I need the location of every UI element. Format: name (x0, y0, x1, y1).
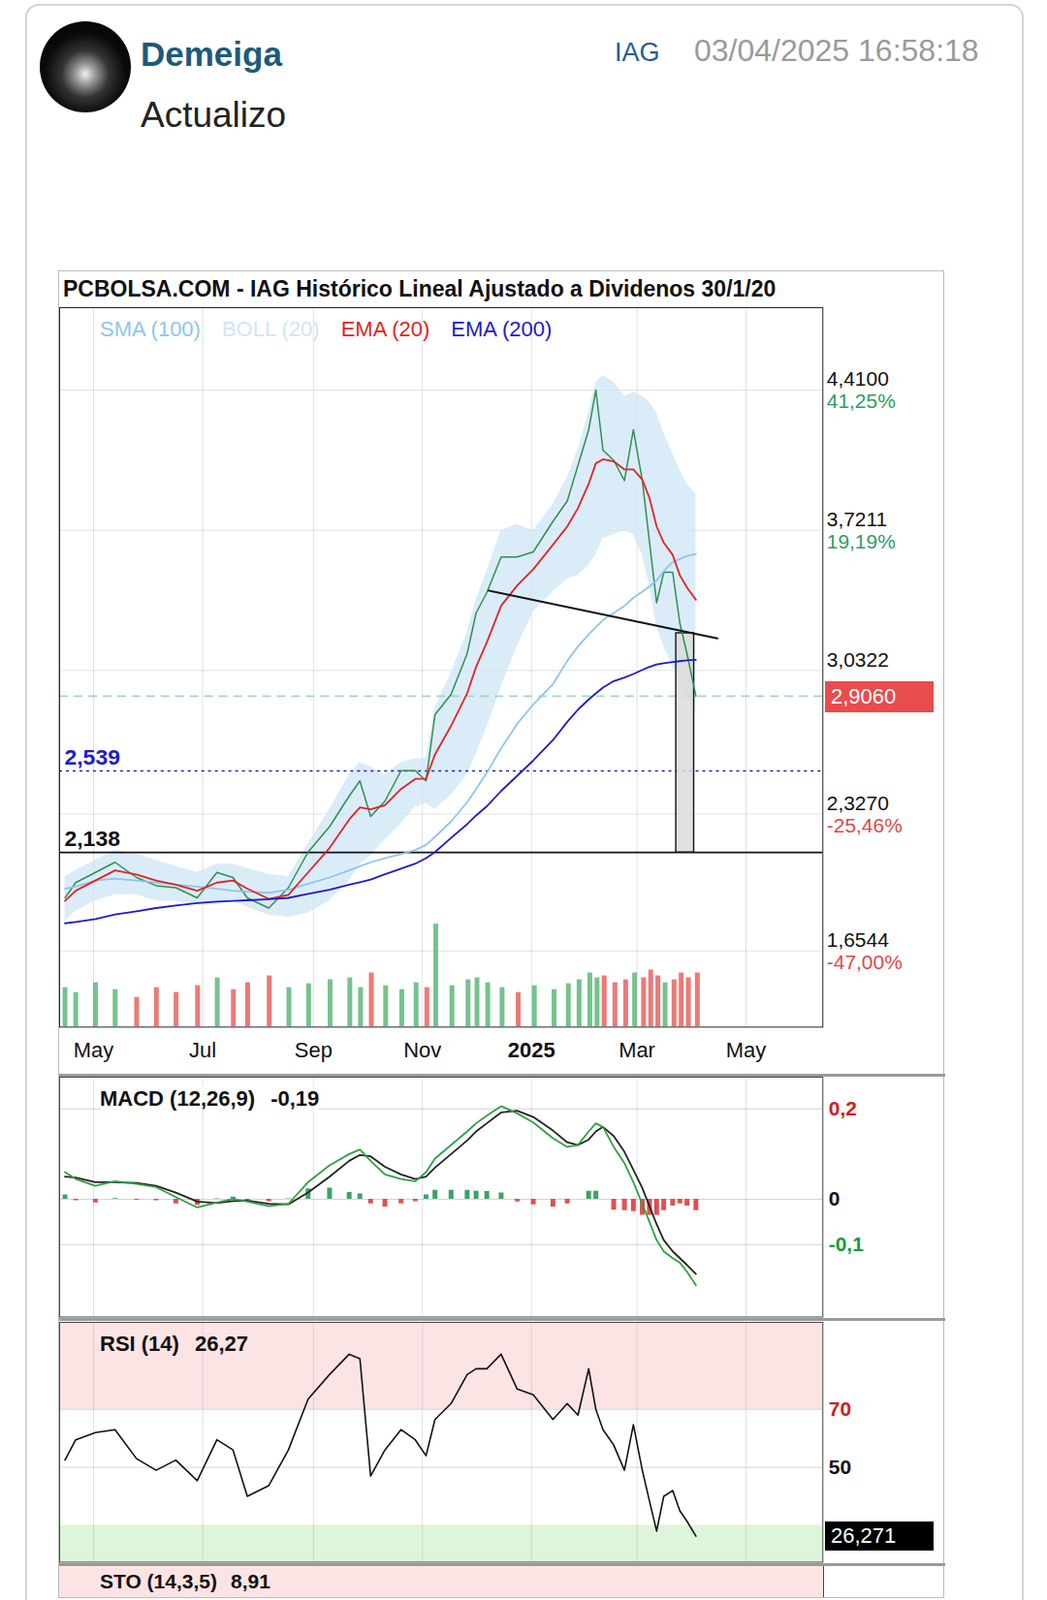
svg-text:Nov: Nov (403, 1038, 442, 1063)
html-text:8,91: 8,91 (230, 1570, 271, 1593)
svg-text:-0,1: -0,1 (828, 1233, 864, 1256)
html-text:-0,19: -0,19 (270, 1086, 320, 1111)
svg-text:50: 50 (828, 1456, 852, 1479)
svg-text:-25,46%: -25,46% (826, 814, 903, 837)
svg-text:41,25%: 41,25% (826, 389, 896, 413)
html-text:26,271: 26,271 (830, 1524, 897, 1549)
html-text:MACD (12,26,9): MACD (12,26,9) (99, 1086, 256, 1111)
html-text:03/04/2025 16:58:18: 03/04/2025 16:58:18 (694, 32, 979, 68)
html-text:IAG: IAG (614, 37, 660, 67)
svg-text:Jul: Jul (189, 1038, 217, 1063)
svg-text:Mar: Mar (618, 1038, 656, 1063)
html-text:EMA (20): EMA (20) (340, 317, 430, 342)
html-text:26,27: 26,27 (194, 1332, 249, 1357)
html-text:RSI (14): RSI (14) (99, 1332, 180, 1357)
svg-text:Sep: Sep (294, 1038, 333, 1063)
svg-text:70: 70 (828, 1397, 852, 1421)
html-text:Demeiga: Demeiga (140, 34, 283, 73)
html-text:2,9060: 2,9060 (830, 684, 897, 709)
svg-text:0: 0 (828, 1187, 841, 1210)
svg-text:4,4100: 4,4100 (826, 367, 889, 390)
svg-text:0,2: 0,2 (828, 1097, 857, 1120)
svg-text:2,539: 2,539 (63, 744, 120, 770)
svg-text:-47,00%: -47,00% (826, 951, 903, 974)
svg-text:3,7211: 3,7211 (826, 507, 889, 531)
svg-text:3,0322: 3,0322 (826, 648, 889, 671)
svg-text:2,138: 2,138 (63, 825, 121, 852)
html-text:STO (14,3,5): STO (14,3,5) (99, 1570, 218, 1593)
svg-text:May: May (73, 1038, 114, 1063)
html-text:Actualizo: Actualizo (140, 95, 287, 135)
svg-text:2025: 2025 (507, 1038, 556, 1063)
html-text:BOLL (20): BOLL (20) (221, 317, 320, 342)
html-text:SMA (100): SMA (100) (99, 317, 201, 342)
svg-text:19,19%: 19,19% (826, 530, 896, 553)
svg-text:May: May (726, 1038, 766, 1063)
svg-text:1,6544: 1,6544 (826, 928, 889, 952)
html-text:EMA (200): EMA (200) (451, 317, 552, 342)
svg-text:2,3270: 2,3270 (826, 792, 889, 815)
html-text:PCBOLSA.COM - IAG Histórico Li: PCBOLSA.COM - IAG Histórico Lineal Ajust… (63, 276, 776, 302)
